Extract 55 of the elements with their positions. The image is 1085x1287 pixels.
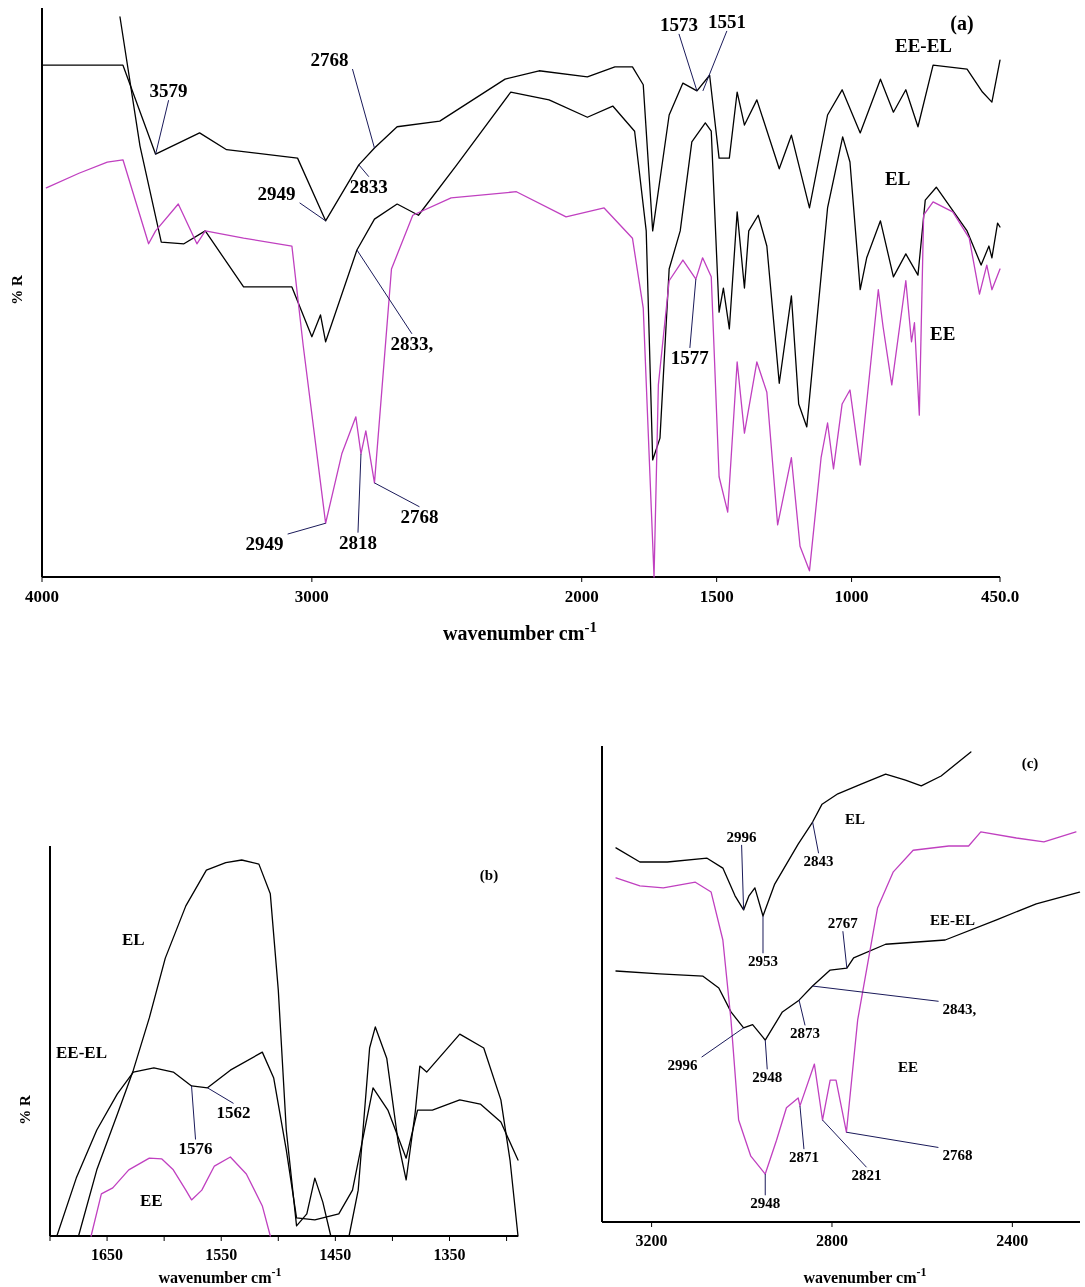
y-axis-title: % R [17,1095,33,1125]
series-label: EE-EL [56,1043,108,1062]
series-label: EE-EL [930,912,976,928]
x-tick-label: 2000 [564,587,599,606]
text: EE [898,1059,919,1075]
x-tick-label: 3000 [294,587,329,606]
annotation: 2996 [667,1056,699,1073]
x-tick-label: 1000 [834,587,869,606]
x-tick-label: 1450 [319,1246,352,1263]
annotation: 2948 [750,1195,781,1212]
x-tick-label: 1550 [205,1246,238,1263]
annotation: 3579 [149,80,188,102]
annotation: 2996 [726,828,758,845]
x-tick-label: 1500 [699,587,734,606]
x-tick-label: 450.0 [980,587,1020,606]
x-tick-label: 4000 [25,587,59,606]
annotation: (a) [950,12,974,35]
annotation: 2768 [942,1147,973,1164]
annotation: 2768 [310,49,349,71]
annotation: 2843, [942,1001,977,1018]
y-axis-title: % R [9,275,25,305]
series-label: EE [140,1191,163,1210]
annotation: 1551 [707,10,746,32]
annotation: 2821 [851,1167,882,1184]
x-tick-label: 2400 [996,1232,1029,1249]
annotation: 1577 [670,347,710,369]
annotation: (c) [1021,755,1039,772]
annotation: (b) [479,867,499,884]
x-tick-label: 3200 [635,1232,668,1249]
series-label: EL [885,168,911,189]
annotation: 1562 [216,1102,251,1122]
annotation: 1576 [178,1138,213,1158]
x-axis-title: wavenumber cm$^{-1}$ [803,1265,927,1286]
annotation: 2818 [338,531,377,553]
x-axis-title: wavenumber cm$^{-1}$ [443,619,597,644]
x-tick-label: 2800 [815,1232,848,1249]
series-label: EE [930,323,956,344]
annotation: 2768 [400,505,439,527]
x-tick-label: 1650 [91,1246,124,1263]
annotation: 2953 [747,953,778,970]
series-label: EE-EL [895,35,953,56]
annotation: 2843 [803,853,834,870]
x-axis-title: wavenumber cm$^{-1}$ [158,1265,282,1286]
annotation: 2948 [752,1069,783,1086]
annotation: 2833 [349,175,388,197]
annotation: 2871 [788,1148,819,1165]
annotation: 1573 [659,13,698,35]
annotation: 2767 [827,915,859,932]
annotation: 2873 [790,1025,821,1042]
x-tick-label: 1350 [433,1246,466,1263]
series-label: EL [845,811,866,827]
annotation: 2949 [245,533,284,555]
annotation: 2833, [390,332,434,354]
series-label: EL [122,930,145,949]
annotation: 2949 [257,182,296,204]
